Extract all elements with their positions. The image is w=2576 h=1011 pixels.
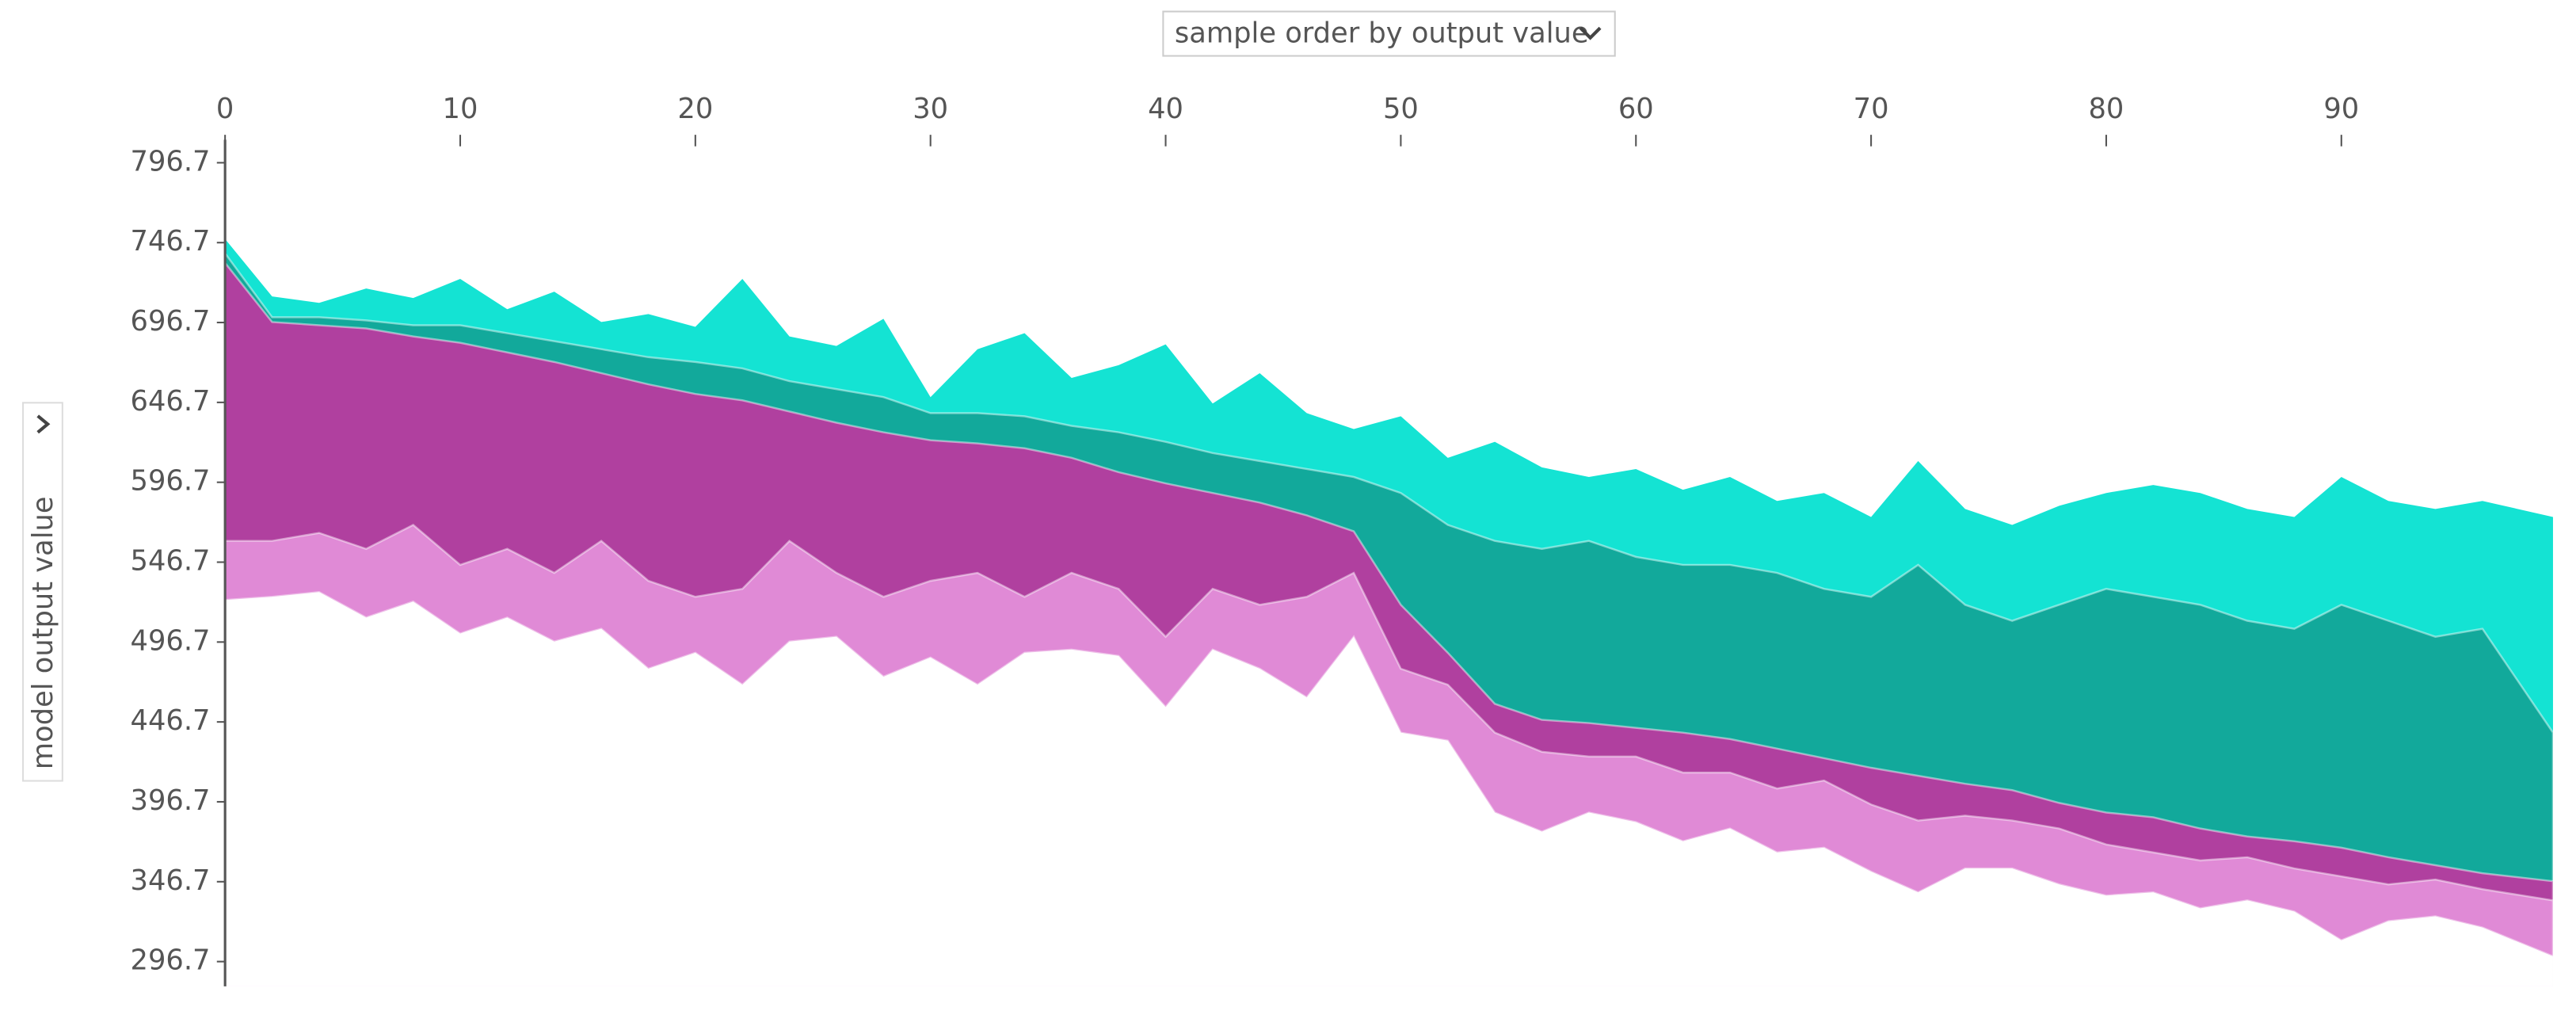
plot-area [223, 238, 2555, 988]
x-tick-label: 80 [2089, 93, 2124, 125]
y-tick-label: 446.7 [131, 704, 211, 737]
x-tick-label: 60 [1618, 93, 1654, 125]
y-tick-label: 696.7 [131, 305, 211, 338]
y-tick-label: 646.7 [131, 385, 211, 418]
y-tick-label: 346.7 [131, 864, 211, 897]
chevron-icon[interactable] [1579, 26, 1602, 40]
y-control-box[interactable] [21, 402, 63, 782]
y-axis-label[interactable]: model output value [27, 496, 59, 769]
dropdown-label[interactable]: sample order by output value [1175, 17, 1589, 50]
expand-icon[interactable] [36, 414, 51, 434]
x-tick-label: 70 [1854, 93, 1889, 125]
x-tick-label: 50 [1383, 93, 1419, 125]
x-control[interactable]: sample order by output value [1162, 10, 1616, 57]
x-tick-label: 10 [443, 93, 478, 125]
axes: 796.7 746.7 696.7 646.7 596.7 546.7 496.7 446.7… [131, 93, 2359, 986]
y-tick-label: 796.7 [131, 145, 211, 177]
x-tick-label: 0 [216, 93, 234, 125]
y-tick-label: 396.7 [131, 784, 211, 817]
y-tick-label: 596.7 [131, 465, 211, 498]
y-control[interactable]: model output value [21, 402, 63, 782]
y-tick-label: 496.7 [131, 624, 211, 657]
x-tick-label: 90 [2323, 93, 2359, 125]
y-tick-label: 546.7 [131, 545, 211, 578]
x-tick-label: 20 [677, 93, 713, 125]
y-tick-label: 746.7 [131, 225, 211, 258]
x-tick-label: 30 [913, 93, 948, 125]
y-tick-label: 296.7 [131, 944, 211, 977]
dropdown-box[interactable] [1162, 10, 1616, 57]
area-band [223, 590, 2555, 988]
x-tick-label: 40 [1148, 93, 1183, 125]
